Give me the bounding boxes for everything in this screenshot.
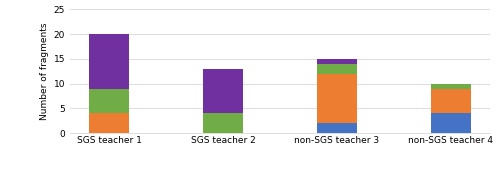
Bar — [431, 89, 471, 113]
Bar — [89, 34, 129, 89]
Bar — [89, 113, 129, 133]
Bar — [203, 113, 243, 133]
Y-axis label: Number of fragments: Number of fragments — [40, 22, 50, 120]
Bar — [317, 64, 357, 74]
Bar — [431, 113, 471, 133]
Bar — [317, 59, 357, 64]
Bar — [203, 69, 243, 113]
Bar — [317, 74, 357, 123]
Bar — [431, 84, 471, 89]
Bar — [317, 123, 357, 133]
Bar — [89, 89, 129, 113]
